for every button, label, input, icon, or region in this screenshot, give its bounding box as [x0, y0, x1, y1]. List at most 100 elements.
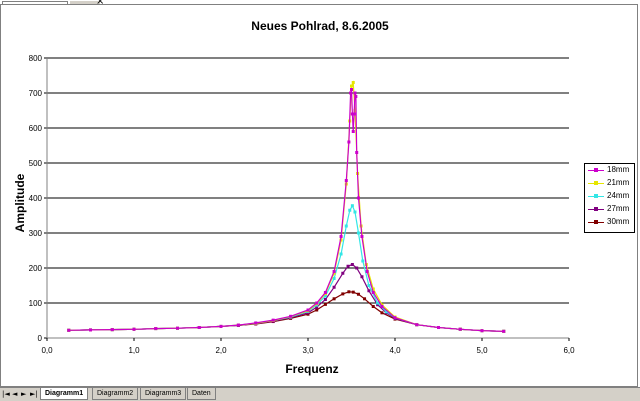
data-point-27mm	[315, 305, 319, 309]
y-axis-title: Amplitude	[13, 173, 27, 233]
data-point-18mm	[355, 151, 359, 154]
data-point-27mm	[376, 303, 380, 307]
data-point-21mm	[380, 303, 384, 307]
tab-diagramm1[interactable]: Diagramm1	[40, 388, 89, 400]
data-point-21mm	[353, 109, 357, 112]
data-point-18mm	[458, 327, 462, 331]
legend-marker	[594, 207, 598, 211]
tab-nav-next-icon[interactable]: ►	[21, 390, 27, 398]
data-point-27mm	[350, 263, 354, 266]
y-tick-label: 600	[29, 124, 43, 133]
tab-nav-last-icon[interactable]: ►|	[30, 390, 38, 398]
data-point-24mm	[356, 231, 360, 235]
series-line-27mm	[68, 263, 504, 332]
data-point-24mm	[384, 310, 388, 314]
tab-diagramm3[interactable]: Diagramm3	[140, 388, 187, 400]
tab-daten[interactable]: Daten	[187, 388, 216, 400]
legend-marker	[594, 194, 598, 198]
data-point-27mm	[367, 289, 371, 293]
x-tick-label: 4,0	[389, 346, 401, 355]
data-point-24mm	[323, 294, 327, 298]
tab-diagramm2[interactable]: Diagramm2	[92, 388, 139, 400]
data-point-24mm	[332, 277, 336, 280]
data-point-24mm	[339, 252, 343, 256]
data-point-18mm	[352, 112, 356, 116]
chart-legend: 18mm 21mm 24mm 27mm 30mm	[584, 163, 635, 233]
chart-area	[0, 4, 638, 387]
data-point-18mm	[197, 326, 201, 329]
data-point-18mm	[371, 291, 375, 294]
legend-label: 18mm	[607, 165, 630, 174]
legend-item-18mm: 18mm	[585, 164, 634, 177]
data-point-30mm	[347, 290, 351, 294]
data-point-30mm	[351, 290, 355, 294]
data-point-21mm	[350, 84, 353, 88]
chart-plot: 0 100 200 300 400 500 600 700 800 0,0 1,0 2,0 3,0 4,0…	[29, 54, 575, 355]
data-point-18mm	[323, 291, 327, 294]
data-point-18mm	[437, 326, 440, 329]
legend-marker	[594, 181, 598, 185]
data-point-27mm	[355, 266, 359, 270]
data-point-18mm	[480, 329, 484, 333]
data-point-18mm	[254, 321, 258, 325]
legend-marker	[594, 220, 598, 224]
data-point-30mm	[341, 292, 345, 296]
data-point-24mm	[350, 204, 354, 208]
y-tick-label: 400	[29, 194, 43, 203]
legend-item-30mm: 30mm	[585, 216, 634, 229]
tab-nav-prev-icon[interactable]: ◄	[12, 390, 18, 398]
y-tick-label: 200	[29, 264, 43, 273]
x-tick-label: 2,0	[215, 346, 227, 355]
data-point-21mm	[332, 271, 336, 275]
data-point-27mm	[332, 285, 336, 289]
data-point-18mm	[347, 140, 351, 144]
series-line-30mm	[68, 291, 504, 332]
data-point-18mm	[502, 329, 506, 333]
data-point-18mm	[132, 327, 136, 331]
x-tick-label: 6,0	[563, 346, 575, 355]
close-icon[interactable]: ×	[96, 0, 104, 7]
data-point-18mm	[349, 91, 353, 95]
y-tick-label: 500	[29, 159, 43, 168]
data-point-18mm	[154, 327, 158, 331]
chart-title: Neues Pohlrad, 8.6.2005	[251, 19, 389, 33]
x-tick-label: 3,0	[302, 346, 314, 355]
legend-label: 27mm	[607, 204, 630, 213]
data-point-21mm	[371, 287, 375, 291]
y-tick-label: 0	[38, 334, 43, 343]
legend-label: 21mm	[607, 178, 630, 187]
series-line-24mm	[68, 204, 504, 332]
data-point-18mm	[89, 328, 92, 332]
data-point-24mm	[376, 301, 380, 305]
data-point-24mm	[353, 210, 357, 214]
data-point-18mm	[219, 324, 223, 328]
data-point-24mm	[367, 284, 371, 287]
tab-nav-first-icon[interactable]: |◄	[2, 390, 10, 398]
sheet-tab-bar: |◄ ◄ ► ►| Diagramm1 Diagramm2 Diagramm3 …	[0, 387, 640, 401]
legend-marker	[594, 168, 598, 172]
data-point-21mm	[339, 238, 343, 242]
data-point-18mm	[67, 328, 71, 332]
data-point-18mm	[393, 316, 397, 320]
data-point-18mm	[365, 270, 369, 273]
legend-item-24mm: 24mm	[585, 190, 634, 203]
data-point-18mm	[236, 323, 240, 327]
data-point-18mm	[344, 179, 348, 182]
series-line-21mm	[68, 80, 504, 332]
data-point-30mm	[315, 308, 319, 312]
data-point-18mm	[350, 112, 354, 116]
data-point-30mm	[363, 297, 367, 301]
legend-label: 24mm	[607, 191, 630, 200]
data-point-30mm	[380, 311, 384, 315]
data-point-18mm	[351, 130, 355, 133]
data-point-18mm	[110, 328, 114, 332]
data-point-27mm	[346, 264, 350, 268]
y-tick-label: 800	[29, 54, 43, 63]
series-line-18mm	[68, 89, 504, 332]
data-point-18mm	[360, 235, 364, 238]
data-point-27mm	[323, 298, 327, 301]
y-tick-label: 100	[29, 299, 43, 308]
legend-item-21mm: 21mm	[585, 177, 634, 190]
data-point-18mm	[380, 305, 384, 308]
data-point-18mm	[350, 88, 353, 91]
